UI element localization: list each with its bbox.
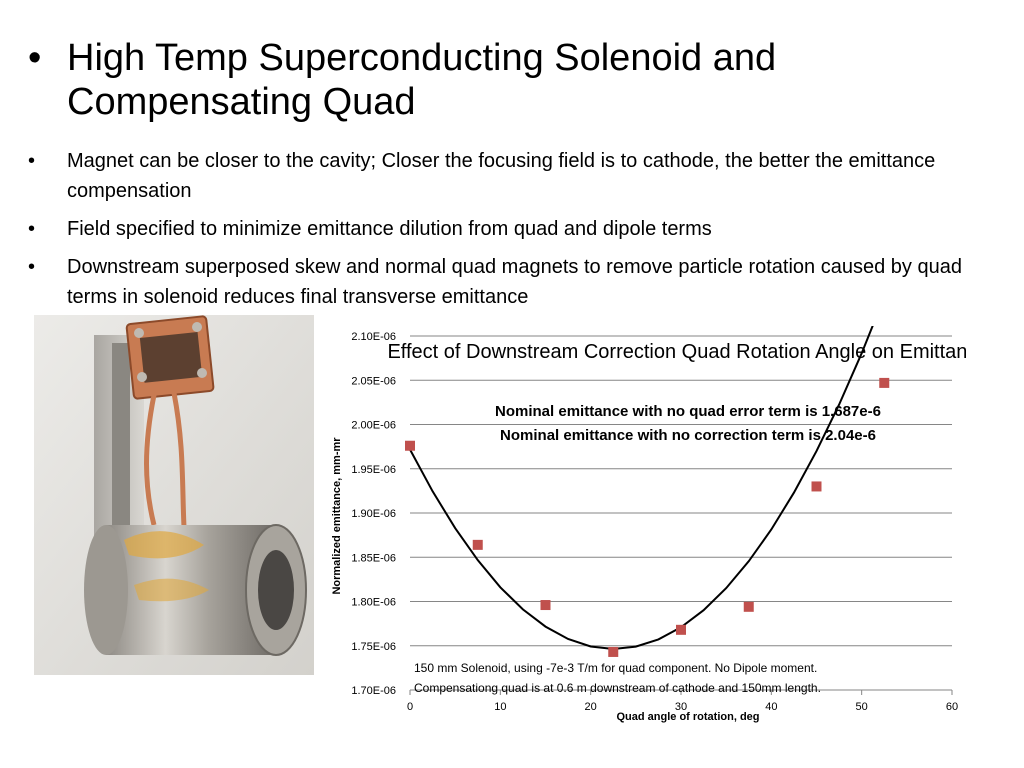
data-point-marker (405, 440, 415, 451)
x-tick-label: 60 (946, 701, 958, 713)
y-tick-label: 1.70E-06 (351, 685, 396, 697)
bolt-icon (192, 322, 202, 332)
bullet-item: • Downstream superposed skew and normal q… (28, 252, 988, 312)
x-tick-label: 20 (585, 701, 597, 713)
x-tick-label: 30 (675, 701, 687, 713)
data-markers (405, 377, 890, 657)
data-point-marker (540, 600, 551, 611)
copper-lead (144, 394, 157, 526)
chart-title-line-1: Effect of Downstream Correction Quad Rot… (387, 341, 966, 363)
y-tick-label: 1.80E-06 (351, 597, 396, 609)
x-tick-labels: 0 10 20 30 40 50 60 (407, 690, 958, 713)
y-tick-label: 2.10E-06 (351, 331, 396, 343)
bullet-text: Magnet can be closer to the cavity; Clos… (67, 150, 936, 202)
x-tick-label: 50 (856, 701, 868, 713)
y-tick-label: 1.95E-06 (351, 464, 396, 476)
kapton-tape (134, 578, 209, 602)
data-point-marker (676, 624, 686, 635)
y-tick-label: 1.75E-06 (351, 641, 396, 653)
kapton-tape (124, 531, 204, 559)
copper-lead (171, 392, 187, 528)
x-axis-label: Quad angle of rotation, deg (617, 711, 760, 723)
y-tick-label: 2.00E-06 (351, 420, 396, 432)
bolt-icon (197, 368, 207, 378)
annotation-line-2: Compensationg quad is at 0.6 m downstrea… (414, 681, 821, 695)
chart-subtitle-1: Nominal emittance with no quad error ter… (495, 403, 881, 420)
title-text: High Temp Superconducting Solenoid and C… (67, 37, 777, 123)
x-tick-label: 10 (494, 701, 506, 713)
trend-curve (409, 326, 874, 651)
bullet-symbol: • (28, 256, 36, 278)
solenoid-photo (34, 315, 314, 675)
data-point-marker (472, 539, 483, 550)
grid-lines (410, 335, 952, 647)
slide-title: • High Temp Superconducting Solenoid and… (28, 36, 928, 124)
solenoid-left-face (84, 525, 128, 655)
annotation-line-1: 150 mm Solenoid, using -7e-3 T/m for qua… (414, 661, 817, 675)
plate-edge (112, 343, 130, 558)
y-axis-label: Normalized emittance, mm-mr (331, 437, 343, 595)
bullet-text: Field specified to minimize emittance di… (67, 218, 712, 240)
emittance-chart: 1.70E-06 1.75E-06 1.80E-06 1.85E-06 1.90E-06… (331, 326, 966, 723)
bullet-text: Downstream superposed skew and normal qu… (67, 256, 962, 308)
data-point-marker (608, 646, 619, 657)
data-point-marker (811, 481, 822, 492)
y-tick-label: 2.05E-06 (351, 375, 396, 387)
y-tick-label: 1.85E-06 (351, 552, 396, 564)
y-tick-labels: 1.70E-06 1.75E-06 1.80E-06 1.85E-06 1.90E-06… (351, 331, 396, 697)
data-point-marker (743, 601, 754, 612)
terminal-insulator (139, 331, 203, 383)
bullet-item: • Field specified to minimize emittance d… (28, 214, 988, 244)
y-tick-label: 1.90E-06 (351, 508, 396, 520)
chart-subtitle-2: Nominal emittance with no correction ter… (500, 427, 876, 444)
solenoid-bore (258, 550, 294, 630)
bolt-icon (137, 372, 147, 382)
bullet-list: • Magnet can be closer to the cavity; Clo… (28, 146, 988, 320)
bullet-item: • Magnet can be closer to the cavity; Clo… (28, 146, 988, 206)
data-point-marker (879, 377, 890, 388)
bullet-symbol: • (28, 218, 36, 240)
bolt-icon (134, 328, 144, 338)
x-tick-label: 40 (765, 701, 777, 713)
bullet-symbol: • (28, 150, 36, 172)
title-bullet: • (28, 37, 42, 79)
x-tick-label: 0 (407, 701, 413, 713)
